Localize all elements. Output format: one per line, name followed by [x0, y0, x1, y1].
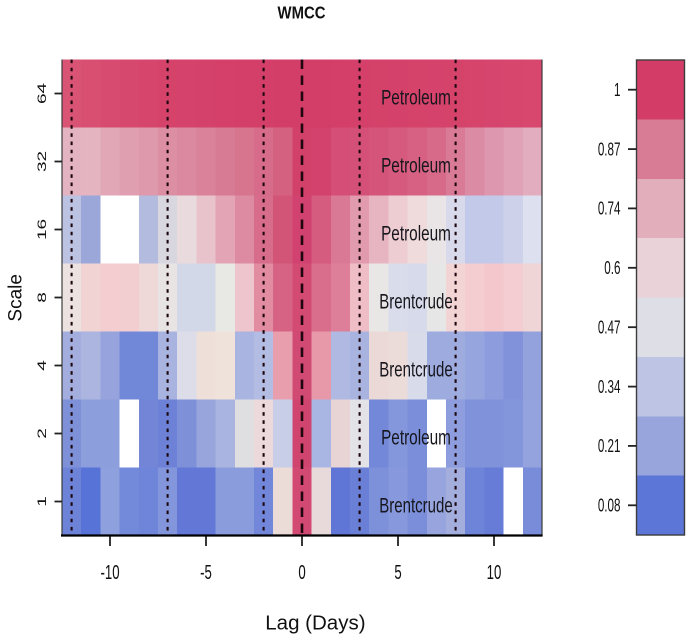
svg-text:WMCC: WMCC	[278, 3, 326, 22]
svg-text:1: 1	[614, 80, 620, 100]
svg-text:Petroleum: Petroleum	[381, 153, 451, 177]
svg-text:2: 2	[35, 428, 49, 439]
svg-text:4: 4	[35, 360, 49, 371]
svg-text:8: 8	[35, 292, 49, 303]
svg-text:0.34: 0.34	[598, 377, 621, 397]
svg-text:0.87: 0.87	[598, 140, 621, 160]
svg-text:Scale: Scale	[6, 274, 27, 322]
svg-text:0.08: 0.08	[598, 496, 621, 516]
svg-text:16: 16	[35, 219, 49, 240]
svg-text:Brentcrude: Brentcrude	[379, 289, 452, 313]
svg-text:Petroleum: Petroleum	[381, 425, 451, 449]
svg-text:10: 10	[487, 561, 502, 583]
svg-text:5: 5	[394, 561, 401, 583]
svg-text:1: 1	[35, 496, 49, 507]
svg-text:-10: -10	[100, 561, 119, 583]
svg-text:0.74: 0.74	[598, 199, 621, 219]
svg-text:Brentcrude: Brentcrude	[379, 357, 452, 381]
svg-text:32: 32	[35, 151, 49, 172]
svg-text:Lag (Days): Lag (Days)	[265, 612, 365, 634]
svg-text:0.21: 0.21	[598, 437, 621, 457]
svg-text:Brentcrude: Brentcrude	[379, 493, 452, 517]
svg-text:Petroleum: Petroleum	[381, 85, 451, 109]
svg-text:-5: -5	[200, 561, 212, 583]
svg-text:0: 0	[298, 561, 305, 583]
svg-text:Petroleum: Petroleum	[381, 221, 451, 245]
svg-text:0.47: 0.47	[598, 318, 621, 338]
svg-text:64: 64	[35, 83, 49, 104]
svg-text:0.6: 0.6	[604, 259, 620, 279]
